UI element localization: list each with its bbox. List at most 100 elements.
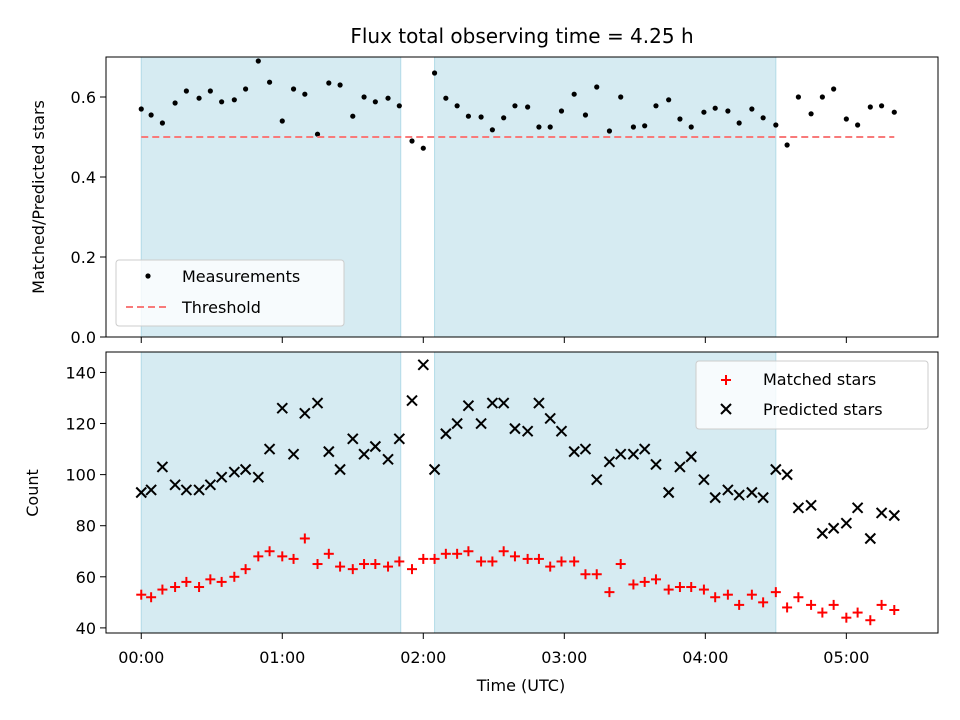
matched-star-point: [205, 574, 216, 585]
matched-star-point: [604, 587, 615, 598]
top-y-tick-label: 0.2: [71, 248, 96, 267]
bottom-shaded-intervals: [140, 351, 777, 634]
predicted-star-point: [497, 397, 510, 409]
legend-predicted-marker: [720, 403, 732, 415]
bottom-y-axis: 40 60 80 100 120 140: [65, 363, 106, 638]
predicted-stars-points: [135, 359, 900, 545]
predicted-star-point: [864, 532, 877, 545]
predicted-star-point: [722, 484, 734, 496]
matched-star-point: [146, 592, 157, 603]
predicted-star-point: [239, 463, 252, 476]
matched-star-point: [650, 574, 661, 585]
predicted-star-point: [568, 445, 580, 458]
predicted-star-point: [228, 466, 241, 478]
top-y-tick-label: 0.4: [71, 168, 96, 187]
measurement-point: [677, 116, 683, 122]
matched-star-point: [277, 551, 288, 562]
measurement-point: [653, 103, 659, 109]
bottom-axes-frame: [105, 351, 939, 634]
matched-star-point: [312, 559, 323, 570]
bottom-y-tick-label: 120: [65, 415, 96, 434]
measurement-point: [255, 58, 261, 64]
measurement-point: [243, 86, 249, 92]
matched-star-point: [136, 589, 147, 600]
matched-star-point: [556, 556, 567, 567]
matched-star-point: [569, 556, 580, 567]
measurements-points: [138, 58, 897, 151]
predicted-star-point: [263, 443, 276, 455]
predicted-star-point: [156, 461, 169, 473]
predicted-star-point: [733, 489, 745, 501]
matched-star-point: [418, 553, 429, 564]
predicted-star-point: [451, 417, 463, 430]
predicted-star-point: [533, 397, 545, 409]
predicted-star-point: [627, 448, 640, 460]
measurement-point: [207, 88, 213, 94]
predicted-star-point: [299, 407, 311, 420]
matched-star-point: [229, 571, 240, 582]
bottom-x-tick-label: 00:00: [118, 648, 164, 667]
bottom-x-tick-label: 01:00: [259, 648, 305, 667]
measurement-point: [290, 86, 297, 92]
measurement-point: [843, 116, 849, 122]
predicted-star-point: [252, 471, 265, 483]
predicted-star-point: [615, 448, 627, 460]
measurement-point: [855, 122, 861, 128]
bottom-y-tick-label: 140: [65, 363, 96, 382]
predicted-star-point: [334, 463, 346, 476]
matched-star-point: [758, 597, 769, 608]
matched-star-point: [487, 556, 498, 567]
measurement-point: [512, 103, 518, 109]
matched-star-point: [876, 599, 887, 610]
matched-star-point: [170, 582, 181, 593]
matched-stars-points: [136, 533, 900, 626]
bottom-y-tick-label: 60: [76, 568, 96, 587]
predicted-star-point: [276, 402, 288, 414]
measurement-point: [231, 97, 237, 103]
measurement-point: [760, 115, 766, 121]
matched-star-point: [615, 559, 626, 570]
measurement-point: [736, 120, 742, 126]
matched-star-point: [452, 548, 463, 559]
measurement-point: [642, 123, 648, 129]
matched-star-point: [194, 582, 205, 593]
measurement-point: [606, 128, 613, 134]
legend-matched-marker: [721, 375, 731, 385]
bottom-x-tick-label: 03:00: [541, 648, 587, 667]
matched-star-point: [181, 576, 192, 587]
matched-star-point: [806, 599, 817, 610]
predicted-star-point: [781, 468, 793, 481]
legend-threshold-label: Threshold: [181, 298, 261, 317]
predicted-star-point: [417, 359, 429, 371]
legend-measurements-label: Measurements: [182, 267, 300, 286]
measurement-point: [183, 88, 189, 94]
measurement-point: [749, 106, 755, 112]
matched-star-point: [710, 592, 721, 603]
predicted-star-point: [428, 463, 441, 476]
predicted-star-point: [579, 443, 592, 455]
measurement-point: [701, 109, 707, 115]
predicted-star-point: [193, 484, 205, 496]
measurement-point: [795, 94, 801, 100]
predicted-star-point: [145, 484, 157, 496]
top-y-axis-label: Matched/Predicted stars: [29, 100, 48, 294]
predicted-star-point: [674, 461, 686, 473]
top-legend: Measurements Threshold: [115, 259, 345, 327]
matched-star-point: [580, 569, 591, 580]
measurement-point: [891, 109, 897, 115]
measurement-point: [385, 95, 391, 101]
matched-star-point: [288, 553, 299, 564]
predicted-star-point: [757, 491, 769, 504]
matched-star-point: [359, 559, 370, 570]
bottom-x-tick-label: 04:00: [682, 648, 728, 667]
matched-star-point: [429, 553, 440, 564]
predicted-star-point: [591, 474, 603, 486]
measurement-point: [372, 99, 378, 105]
matched-star-point: [323, 548, 334, 559]
measurement-point: [148, 112, 154, 118]
matched-star-point: [841, 612, 852, 623]
top-y-tick-label: 0.0: [71, 328, 96, 347]
top-panel: 0.0 0.2 0.4 0.6 Matched/Predicted stars Mea…: [29, 56, 939, 347]
measurement-point: [688, 124, 694, 130]
